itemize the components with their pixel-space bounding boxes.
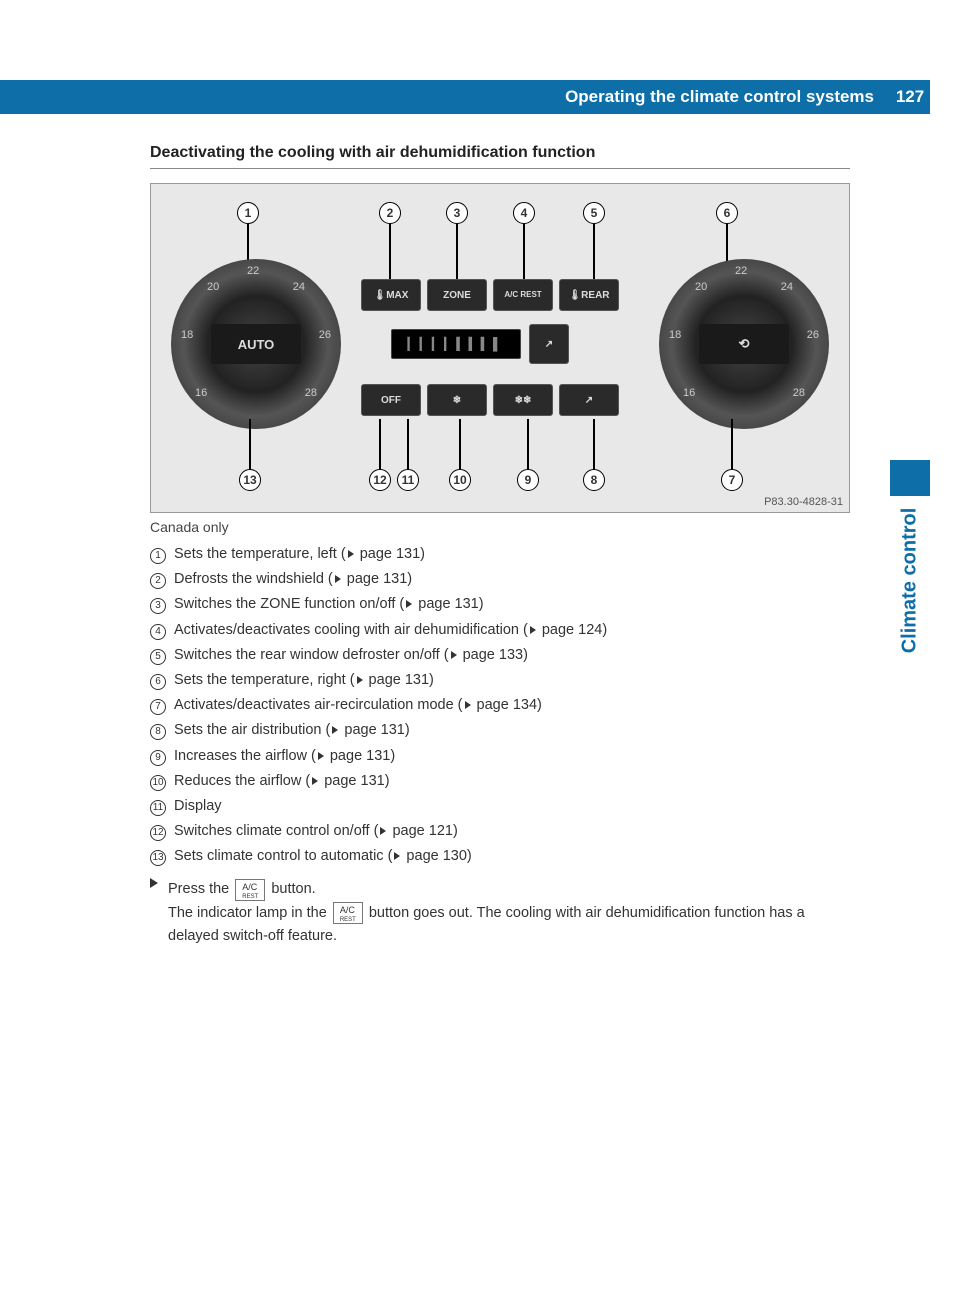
left-temp-dial: AUTO 22 20 24 18 26 16 28 <box>171 259 341 429</box>
legend-number: 8 <box>150 724 166 740</box>
legend-text: Switches climate control on/off ( page 1… <box>174 820 458 843</box>
callout-line <box>249 419 251 469</box>
climate-control-diagram: 123456 AUTO 22 20 24 18 26 16 28 ⟲ 22 20… <box>150 183 850 513</box>
callout-line <box>407 419 409 469</box>
callout-5: 5 <box>583 202 605 224</box>
legend-number: 3 <box>150 598 166 614</box>
header-title: Operating the climate control systems <box>565 87 874 107</box>
legend-text: Activates/deactivates cooling with air d… <box>174 619 607 642</box>
instruction-bullet-icon <box>150 878 158 888</box>
legend-number: 5 <box>150 649 166 665</box>
callout-9: 9 <box>517 469 539 491</box>
legend-list: 1Sets the temperature, left ( page 131)2… <box>150 543 850 868</box>
airflow-decrease-button: ❄ <box>427 384 487 416</box>
legend-row: 12 Switches climate control on/off ( page… <box>150 820 850 843</box>
off-button: OFF <box>361 384 421 416</box>
legend-text: Reduces the airflow ( page 131) <box>174 770 390 793</box>
side-tab-label: Climate control <box>899 507 922 653</box>
callout-8: 8 <box>583 469 605 491</box>
bottom-button-row: OFF ❄ ❄❄ ↗ <box>361 384 619 416</box>
callout-2: 2 <box>379 202 401 224</box>
callout-1: 1 <box>237 202 259 224</box>
callout-line <box>456 224 458 279</box>
diagram-id: P83.30-4828-31 <box>764 496 843 508</box>
zone-button: ZONE <box>427 279 487 311</box>
legend-row: 4 Activates/deactivates cooling with air … <box>150 619 850 642</box>
callout-line <box>459 419 461 469</box>
legend-number: 11 <box>150 800 166 816</box>
defrost-max-button: 🌡MAX <box>361 279 421 311</box>
legend-text: Sets the air distribution ( page 131) <box>174 719 410 742</box>
legend-row: 6 Sets the temperature, right ( page 131) <box>150 669 850 692</box>
callout-12: 12 <box>369 469 391 491</box>
diagram-caption: Canada only <box>150 519 850 535</box>
rear-defrost-button: 🌡REAR <box>559 279 619 311</box>
instruction-line2a: The indicator lamp in the <box>168 905 331 921</box>
ac-rest-inline-button: A/CREST <box>235 879 265 901</box>
legend-number: 2 <box>150 573 166 589</box>
legend-row: 2 Defrosts the windshield ( page 131) <box>150 568 850 591</box>
legend-number: 12 <box>150 825 166 841</box>
callout-13: 13 <box>239 469 261 491</box>
callout-line <box>593 224 595 279</box>
callout-line <box>731 419 733 469</box>
airflow-increase-button: ❄❄ <box>493 384 553 416</box>
legend-number: 9 <box>150 750 166 766</box>
auto-button-label: AUTO <box>211 324 301 364</box>
side-tab-accent <box>890 460 930 496</box>
top-button-row: 🌡MAX ZONE A/C REST 🌡REAR <box>361 279 619 311</box>
section-title: Deactivating the cooling with air dehumi… <box>150 144 850 169</box>
legend-number: 7 <box>150 699 166 715</box>
legend-text: Defrosts the windshield ( page 131) <box>174 568 412 591</box>
legend-text: Switches the rear window defroster on/of… <box>174 644 528 667</box>
legend-row: 9 Increases the airflow ( page 131) <box>150 745 850 768</box>
callout-3: 3 <box>446 202 468 224</box>
header-bar: Operating the climate control systems <box>0 80 890 114</box>
ac-rest-button: A/C REST <box>493 279 553 311</box>
legend-number: 10 <box>150 775 166 791</box>
right-temp-dial: ⟲ 22 20 24 18 26 16 28 <box>659 259 829 429</box>
air-dist-lower: ↗ <box>559 384 619 416</box>
instruction-line1a: Press the <box>168 881 233 897</box>
callout-6: 6 <box>716 202 738 224</box>
legend-number: 6 <box>150 674 166 690</box>
legend-text: Increases the airflow ( page 131) <box>174 745 395 768</box>
air-dist-upper: ↗ <box>529 324 569 364</box>
callout-11: 11 <box>397 469 419 491</box>
legend-text: Sets the temperature, left ( page 131) <box>174 543 425 566</box>
legend-row: 8 Sets the air distribution ( page 131) <box>150 719 850 742</box>
callout-7: 7 <box>721 469 743 491</box>
airflow-display: ▎▎▎▎▍▍▍▌ <box>391 329 521 359</box>
recirc-button-label: ⟲ <box>699 324 789 364</box>
legend-text: Activates/deactivates air-recirculation … <box>174 694 542 717</box>
instruction-line1b: button. <box>271 881 315 897</box>
page-content: Deactivating the cooling with air dehumi… <box>150 144 850 948</box>
callout-line <box>593 419 595 469</box>
legend-text: Switches the ZONE function on/off ( page… <box>174 593 484 616</box>
legend-number: 4 <box>150 624 166 640</box>
legend-row: 11 Display <box>150 795 850 818</box>
legend-text: Sets the temperature, right ( page 131) <box>174 669 434 692</box>
legend-row: 10 Reduces the airflow ( page 131) <box>150 770 850 793</box>
callout-line <box>379 419 381 469</box>
legend-row: 3 Switches the ZONE function on/off ( pag… <box>150 593 850 616</box>
callout-line <box>527 419 529 469</box>
callout-10: 10 <box>449 469 471 491</box>
legend-row: 13 Sets climate control to automatic ( pa… <box>150 845 850 868</box>
page-number: 127 <box>890 80 930 114</box>
side-tab: Climate control <box>890 460 930 700</box>
callout-line <box>523 224 525 279</box>
instruction-block: Press the A/CREST button. The indicator … <box>150 878 850 948</box>
legend-row: 1 Sets the temperature, left ( page 131) <box>150 543 850 566</box>
legend-text: Display <box>174 795 222 818</box>
legend-number: 13 <box>150 850 166 866</box>
legend-number: 1 <box>150 548 166 564</box>
callout-4: 4 <box>513 202 535 224</box>
legend-row: 5 Switches the rear window defroster on/o… <box>150 644 850 667</box>
callout-line <box>389 224 391 279</box>
legend-text: Sets climate control to automatic ( page… <box>174 845 472 868</box>
legend-row: 7 Activates/deactivates air-recirculation… <box>150 694 850 717</box>
ac-rest-inline-button-2: A/CREST <box>333 902 363 924</box>
